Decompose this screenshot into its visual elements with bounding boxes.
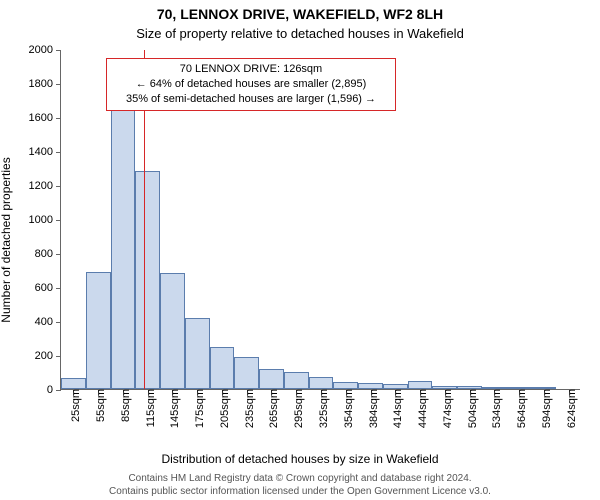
- x-tick-label: 145sqm: [163, 389, 181, 428]
- y-axis-label: Number of detached properties: [0, 157, 13, 322]
- histogram-bar: [482, 387, 507, 389]
- chart-title: 70, LENNOX DRIVE, WAKEFIELD, WF2 8LH: [0, 6, 600, 22]
- annotation-box: 70 LENNOX DRIVE: 126sqm ← 64% of detache…: [106, 58, 396, 111]
- histogram-bar: [259, 369, 284, 389]
- x-tick-label: 55sqm: [89, 389, 107, 422]
- annotation-line-2: ← 64% of detached houses are smaller (2,…: [113, 77, 389, 92]
- histogram-bar: [160, 273, 185, 389]
- y-tick-label: 1000: [29, 214, 61, 226]
- x-tick-label: 325sqm: [312, 389, 330, 428]
- annotation-line-3: 35% of semi-detached houses are larger (…: [113, 92, 389, 107]
- histogram-bar: [284, 372, 309, 389]
- x-tick-label: 384sqm: [362, 389, 380, 428]
- chart-subtitle: Size of property relative to detached ho…: [0, 26, 600, 41]
- histogram-bar: [333, 382, 358, 389]
- x-tick-label: 25sqm: [64, 389, 82, 422]
- y-tick-label: 2000: [29, 44, 61, 56]
- x-tick-label: 115sqm: [139, 389, 157, 427]
- histogram-bar: [111, 110, 136, 389]
- histogram-bar: [86, 272, 111, 389]
- histogram-bar: [408, 381, 433, 389]
- x-tick-label: 85sqm: [114, 389, 132, 422]
- y-tick-label: 600: [35, 282, 61, 294]
- x-tick-label: 474sqm: [436, 389, 454, 428]
- histogram-bar: [507, 387, 532, 389]
- footer-line-1: Contains HM Land Registry data © Crown c…: [0, 473, 600, 486]
- x-tick-label: 414sqm: [386, 389, 404, 428]
- histogram-bar: [309, 377, 334, 389]
- x-tick-label: 205sqm: [213, 389, 231, 428]
- histogram-bar: [135, 171, 160, 389]
- y-tick-label: 0: [47, 384, 61, 396]
- chart-container: 70, LENNOX DRIVE, WAKEFIELD, WF2 8LH Siz…: [0, 0, 600, 500]
- x-tick-label: 444sqm: [411, 389, 429, 428]
- y-tick-label: 1600: [29, 112, 61, 124]
- histogram-bar: [457, 386, 482, 389]
- x-tick-label: 504sqm: [461, 389, 479, 428]
- x-tick-label: 354sqm: [337, 389, 355, 428]
- histogram-bar: [358, 383, 383, 389]
- annotation-line-1: 70 LENNOX DRIVE: 126sqm: [113, 62, 389, 77]
- footer-line-2: Contains public sector information licen…: [0, 486, 600, 499]
- histogram-bar: [531, 387, 556, 389]
- histogram-bar: [210, 347, 235, 390]
- x-tick-label: 624sqm: [560, 389, 578, 428]
- x-axis-label: Distribution of detached houses by size …: [0, 452, 600, 466]
- plot-area: 020040060080010001200140016001800200025s…: [60, 50, 580, 390]
- histogram-bar: [61, 378, 86, 389]
- y-tick-label: 400: [35, 316, 61, 328]
- y-tick-label: 1200: [29, 180, 61, 192]
- histogram-bar: [383, 384, 408, 389]
- x-tick-label: 175sqm: [188, 389, 206, 428]
- y-tick-label: 1400: [29, 146, 61, 158]
- x-tick-label: 235sqm: [238, 389, 256, 428]
- footer-attribution: Contains HM Land Registry data © Crown c…: [0, 473, 600, 498]
- y-tick-label: 800: [35, 248, 61, 260]
- y-tick-label: 1800: [29, 78, 61, 90]
- histogram-bar: [234, 357, 259, 389]
- x-tick-label: 594sqm: [535, 389, 553, 428]
- x-tick-label: 564sqm: [510, 389, 528, 428]
- histogram-bar: [432, 386, 457, 389]
- y-tick-label: 200: [35, 350, 61, 362]
- x-tick-label: 265sqm: [262, 389, 280, 428]
- x-tick-label: 295sqm: [287, 389, 305, 428]
- x-tick-label: 534sqm: [485, 389, 503, 428]
- histogram-bar: [185, 318, 210, 389]
